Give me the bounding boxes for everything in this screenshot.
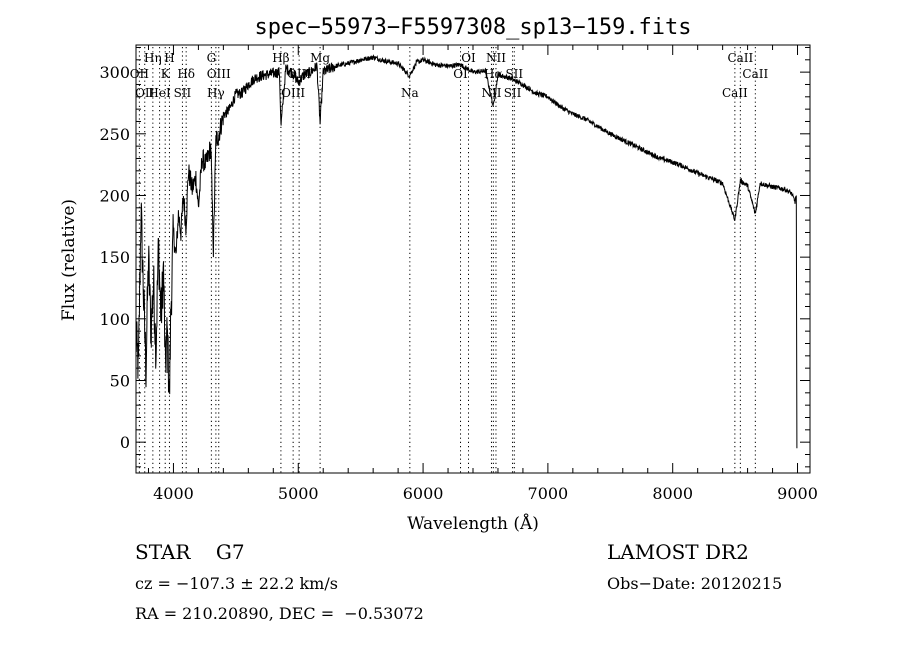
spectrum-line — [135, 54, 798, 449]
x-tick-label: 5000 — [278, 484, 319, 503]
y-tick-label: 0 — [120, 433, 130, 452]
x-tick-label: 6000 — [403, 484, 444, 503]
line-label: HeI — [148, 86, 171, 100]
x-tick-label: 8000 — [652, 484, 693, 503]
y-tick-label: 50 — [110, 371, 130, 390]
y-tick-label: 250 — [99, 125, 130, 144]
line-label: K — [161, 67, 171, 81]
emission-line-markers — [138, 47, 756, 473]
line-label: OI — [461, 51, 476, 65]
emission-line-labels: OIIOIIHηHeIKHSIIHδGHγOIIIHβOIIIOIIIMgNaO… — [130, 51, 769, 100]
survey-label: LAMOST DR2 — [607, 540, 749, 564]
y-axis-label: Flux (relative) — [59, 199, 79, 321]
chart-title: spec−55973−F5597308_sp13−159.fits — [254, 15, 691, 40]
line-label: Hβ — [272, 51, 289, 65]
line-label: OIII — [281, 86, 305, 100]
line-label: OIII — [207, 67, 231, 81]
line-label: NII — [486, 51, 506, 65]
y-tick-label: 300 — [99, 63, 130, 82]
line-label: NII — [481, 86, 501, 100]
y-tick-label: 200 — [99, 186, 130, 205]
spectrum-chart: spec−55973−F5597308_sp13−159.fits OII OII… — [59, 15, 818, 534]
line-label: OII — [130, 67, 150, 81]
line-label: CaII — [742, 67, 768, 81]
line-label: SII — [504, 86, 522, 100]
x-tick-label: 4000 — [153, 484, 194, 503]
line-label: Na — [401, 86, 419, 100]
line-label: OI — [453, 67, 468, 81]
line-label: CaII — [722, 86, 748, 100]
line-label: Hγ — [207, 86, 225, 100]
line-label: Hδ — [177, 67, 195, 81]
x-axis-label: Wavelength (Å) — [407, 513, 539, 534]
x-axis: 4000 5000 6000 7000 8000 9000 — [147, 45, 818, 503]
redshift-value: cz = −107.3 ± 22.2 km/s — [135, 574, 338, 593]
line-label: Mg — [310, 51, 330, 65]
x-tick-label: 7000 — [528, 484, 569, 503]
line-label: G — [207, 51, 217, 65]
line-label: SII — [174, 86, 192, 100]
y-tick-label: 100 — [99, 310, 130, 329]
observation-date: Obs−Date: 20120215 — [607, 574, 783, 593]
coordinates: RA = 210.20890, DEC = −0.53072 — [135, 604, 424, 623]
line-label: Hη — [144, 51, 162, 65]
object-class: STAR G7 — [135, 540, 245, 564]
line-label: CaII — [727, 51, 753, 65]
y-tick-label: 150 — [99, 248, 130, 267]
plot-frame — [135, 44, 811, 474]
line-label: H — [164, 51, 174, 65]
y-axis: 0 50 100 150 200 250 300 — [99, 46, 810, 468]
x-tick-label: 9000 — [777, 484, 818, 503]
